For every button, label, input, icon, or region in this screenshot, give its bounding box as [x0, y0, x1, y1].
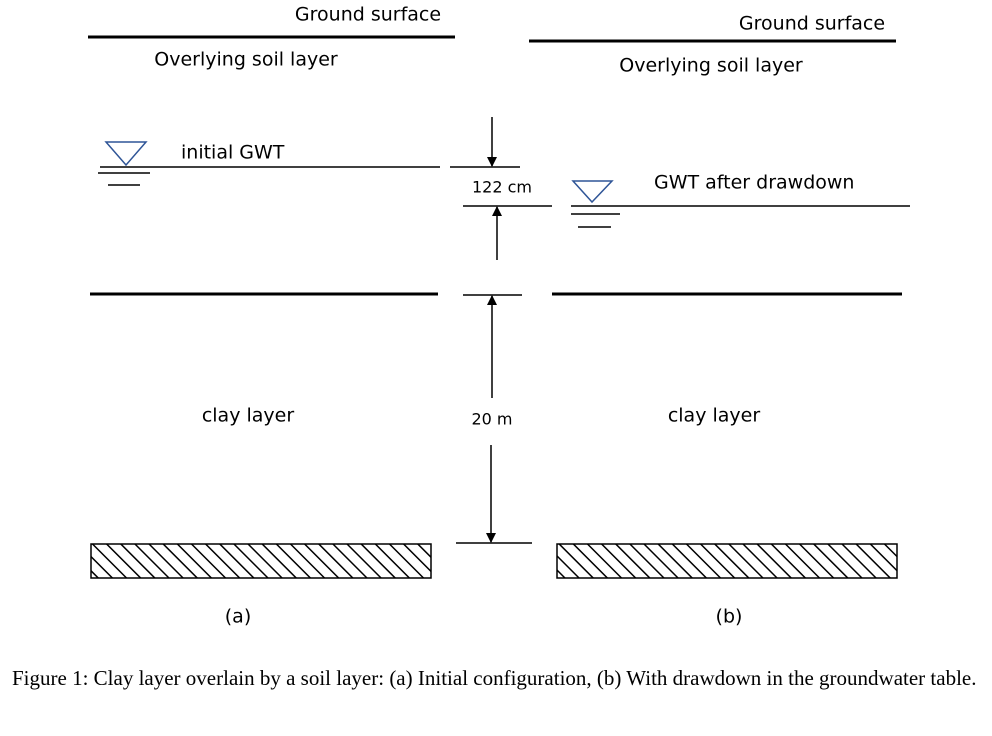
- water-symbol: [104, 141, 148, 167]
- caption: Figure 1: Clay layer overlain by a soil …: [12, 666, 977, 690]
- clay-label: clay layer: [668, 405, 761, 427]
- panel-tag: (a): [225, 606, 251, 628]
- gwt-label: GWT after drawdown: [654, 172, 854, 194]
- dimensions: 122 cm 20 m: [450, 117, 552, 544]
- soil-label: Overlying soil layer: [154, 49, 338, 71]
- gwt-label: initial GWT: [181, 142, 285, 164]
- clay-label: clay layer: [202, 405, 295, 427]
- thickness-label: 20 m: [471, 410, 512, 429]
- panel-b: Ground surface Overlying soil layer GWT …: [529, 13, 910, 628]
- panel-tag: (b): [716, 606, 743, 628]
- bedrock: [556, 543, 898, 579]
- panel-a: Ground surface Overlying soil layer init…: [88, 4, 455, 628]
- bedrock: [90, 543, 432, 579]
- drawdown-label: 122 cm: [472, 178, 532, 197]
- diagram: Ground surface Overlying soil layer init…: [88, 4, 910, 628]
- water-symbol: [571, 180, 614, 204]
- ground-label: Ground surface: [739, 13, 885, 35]
- soil-label: Overlying soil layer: [619, 55, 803, 77]
- ground-label: Ground surface: [295, 4, 441, 26]
